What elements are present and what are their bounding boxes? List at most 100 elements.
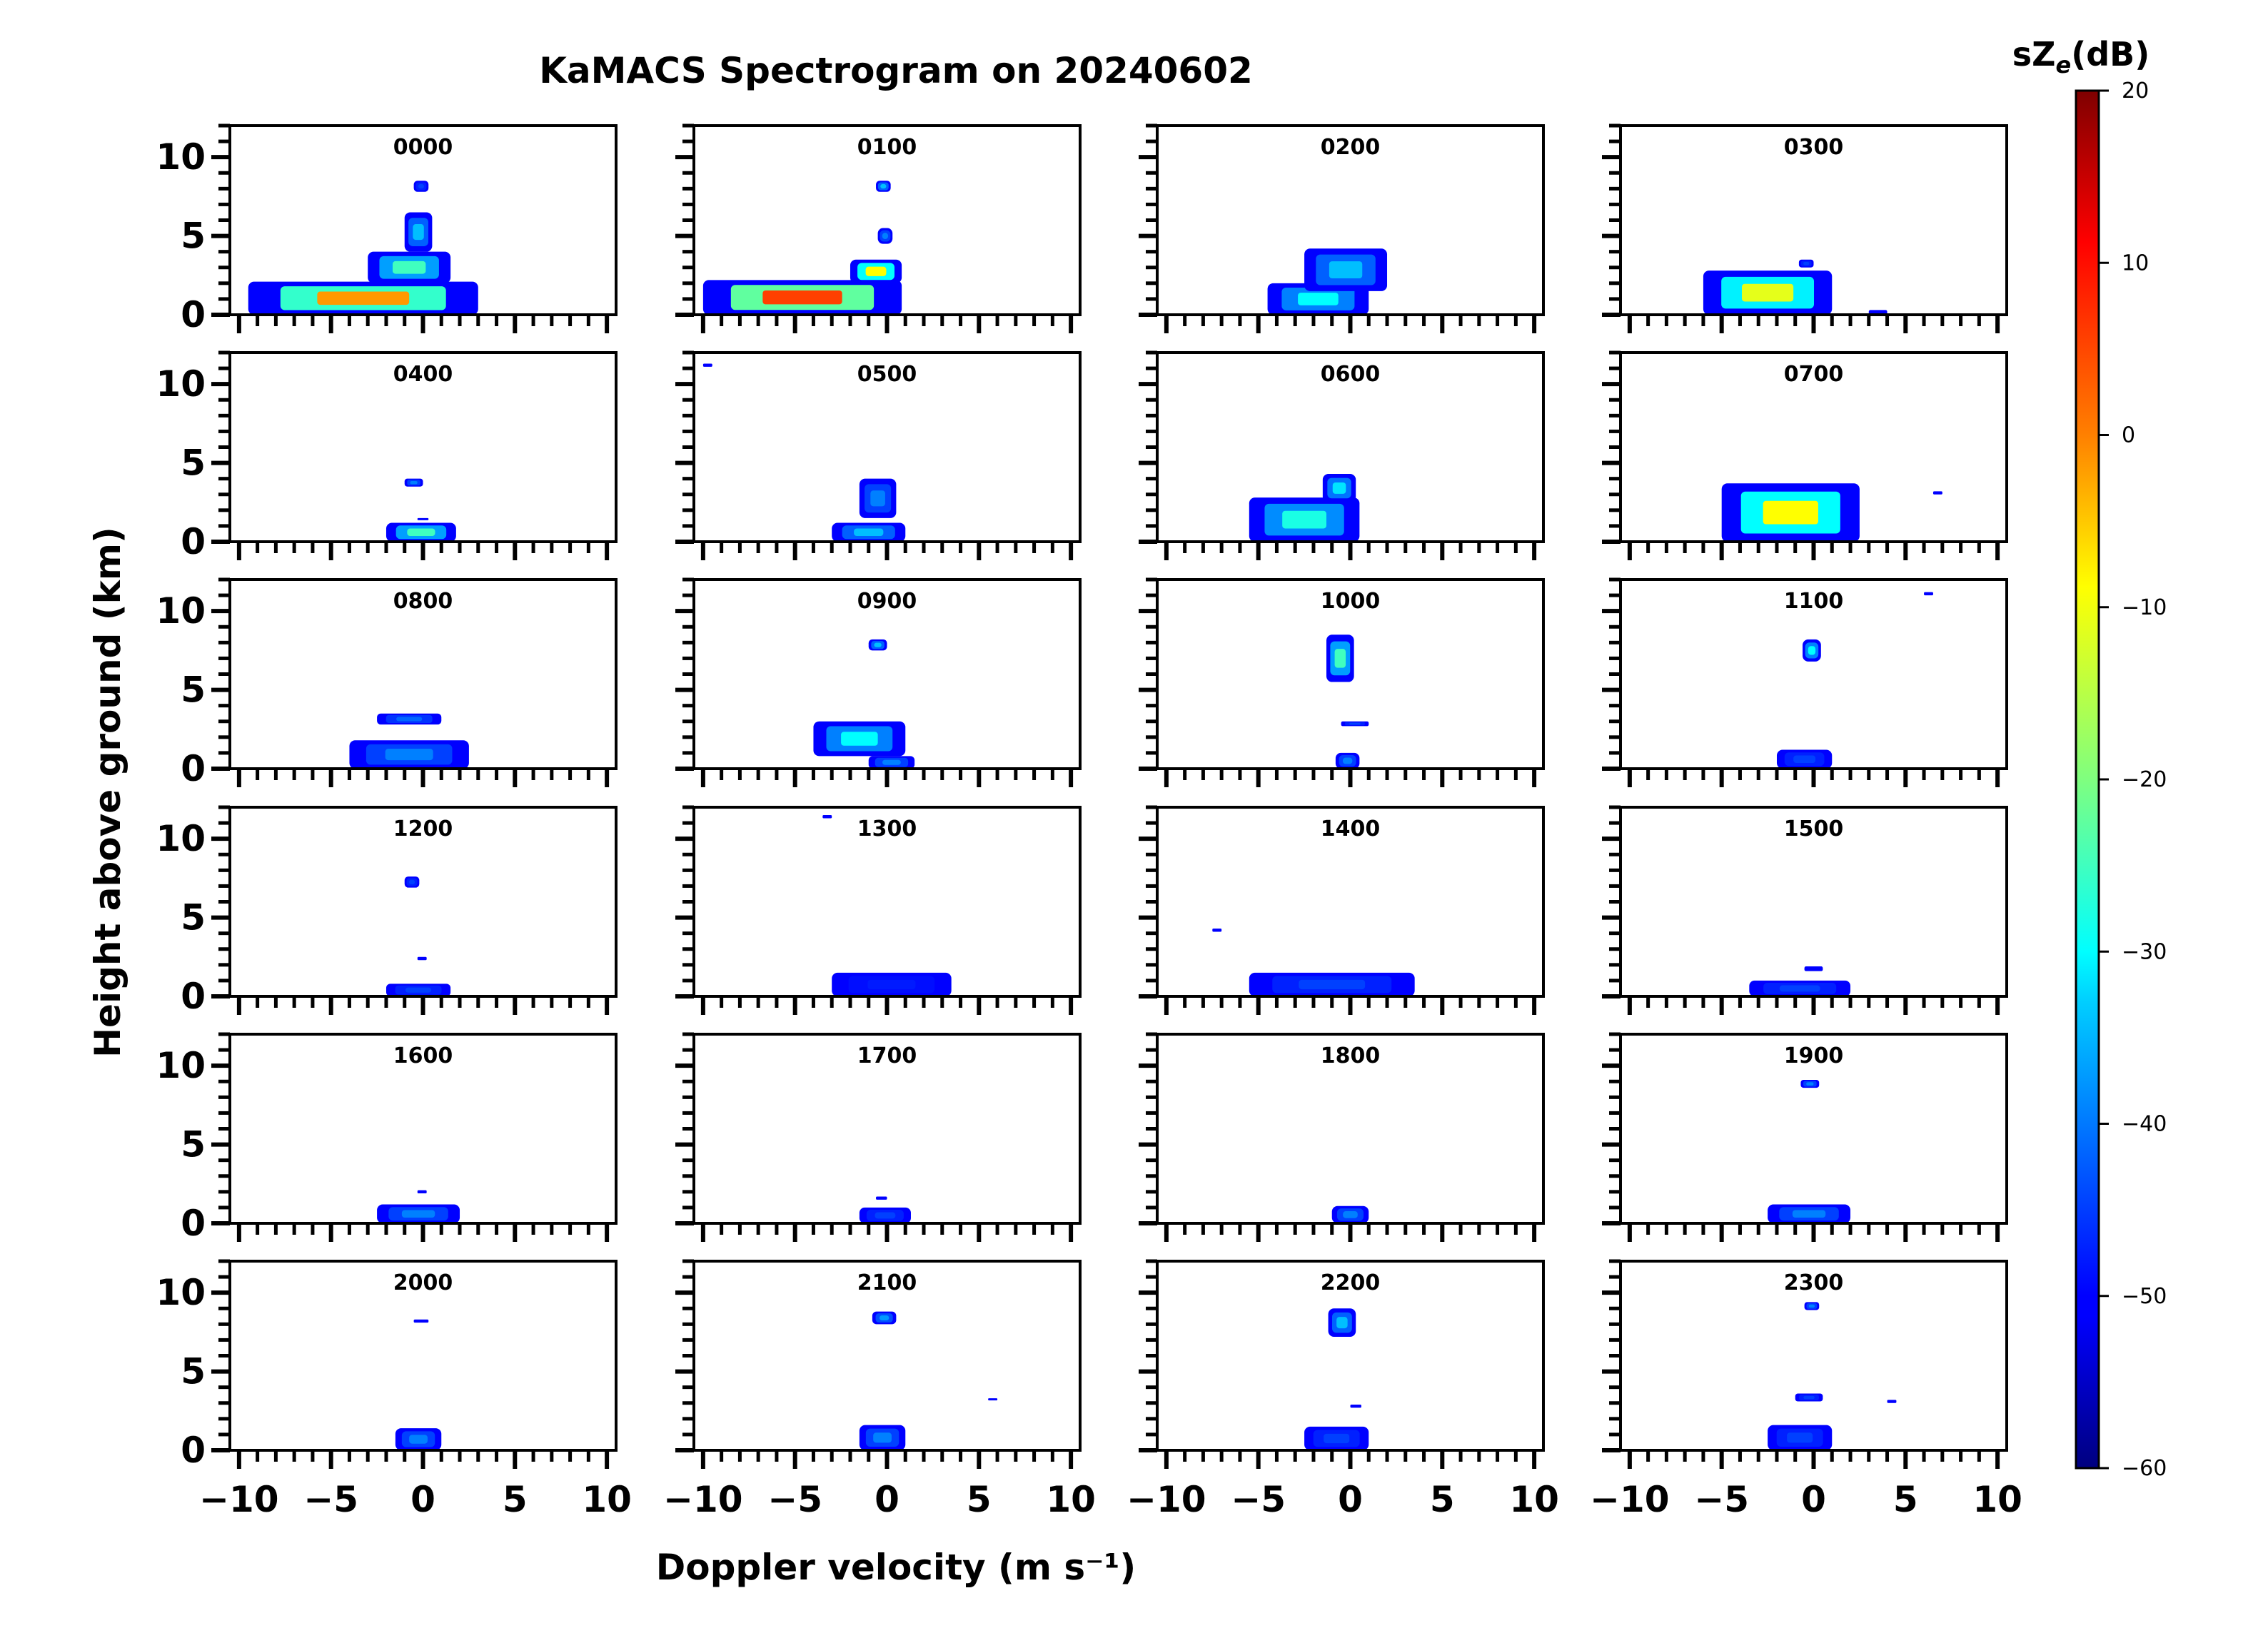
chart-title: KaMACS Spectrogram on 20240602 (539, 50, 1253, 91)
y-axis-label: Height above ground (km) (87, 527, 128, 1058)
panel-time-label: 0700 (1784, 362, 1844, 387)
panel-1300: 1300 (675, 805, 1082, 1015)
echo-0300-0-core (1742, 283, 1794, 302)
echo-0100-2-core (882, 233, 889, 239)
echo-1200-0-core (408, 879, 415, 884)
x-tick-label: 10 (1046, 1479, 1096, 1520)
panel-1000: 1000 (1139, 577, 1545, 787)
y-tick-label: 10 (156, 1272, 206, 1313)
panel-time-label: 1400 (1321, 816, 1381, 841)
panel-time-label: 2200 (1321, 1270, 1381, 1295)
colorbar-tick-label: −10 (2122, 595, 2167, 620)
y-tick-label: 5 (181, 897, 206, 939)
echo-0100-0-core (762, 290, 842, 305)
x-tick-label: 10 (582, 1479, 632, 1520)
echo-0200-1-core (1329, 261, 1363, 278)
y-tick-label: 5 (181, 669, 206, 711)
echo-0800-1-core (396, 717, 423, 722)
panel-time-label: 1200 (393, 816, 453, 841)
echo-1300-0-core (867, 979, 916, 990)
panel-time-label: 2300 (1784, 1270, 1844, 1295)
echo-0900-1-core (882, 759, 901, 765)
echo-1900-1-core (1806, 1082, 1814, 1086)
panel-time-label: 1600 (393, 1043, 453, 1068)
colorbar-tick-label: −20 (2122, 767, 2167, 792)
colorbar: sZe(dB) 20 10 0 −10 −20 −30 −40 −50 −60 (2012, 35, 2167, 1481)
panel-1600: 1600 0 5 10 (156, 1032, 618, 1244)
echo-1400-1 (1212, 929, 1222, 932)
panel-time-label: 1700 (857, 1043, 917, 1068)
y-tick-label: 5 (181, 443, 206, 484)
echo-2300-3 (1887, 1400, 1897, 1403)
panel-time-label: 1100 (1784, 589, 1844, 614)
y-tick-label: 5 (181, 1124, 206, 1166)
y-tick-label: 0 (181, 521, 206, 562)
panel-2000: 2000 0 5 10 −10 −5 0 5 10 (156, 1259, 632, 1520)
echo-1800-0-core (1343, 1210, 1358, 1218)
x-tick-label: 5 (503, 1479, 528, 1520)
panel-1500: 1500 (1602, 805, 2008, 1015)
panel-0700: 0700 (1602, 350, 2008, 560)
echo-0400-2 (417, 517, 429, 520)
panel-0900: 0900 (675, 577, 1082, 787)
echo-1000-0-core (1334, 649, 1346, 668)
x-tick-label: 5 (967, 1479, 992, 1520)
colorbar-tick-label: −40 (2122, 1112, 2167, 1137)
x-tick-label: −10 (1127, 1479, 1206, 1520)
x-tick-label: 10 (1509, 1479, 1559, 1520)
echo-2300-0-core (1787, 1432, 1813, 1443)
echo-0500-1-core (870, 490, 885, 507)
echo-2100-2 (988, 1398, 998, 1401)
echo-1500-1-core (1810, 968, 1818, 970)
y-tick-label: 10 (156, 818, 206, 859)
echo-0300-1-core (1803, 262, 1810, 266)
echo-1700-0-core (875, 1212, 896, 1219)
echo-0700-0-core (1763, 500, 1818, 525)
colorbar-tick-label: −50 (2122, 1284, 2167, 1309)
echo-2300-1-core (1803, 1395, 1815, 1400)
panel-2200: 2200 −10 −5 0 5 10 (1127, 1259, 1559, 1520)
panel-0600: 0600 (1139, 350, 1545, 560)
x-axis-label: Doppler velocity (m s⁻¹) (656, 1547, 1136, 1588)
x-tick-label: 10 (1972, 1479, 2022, 1520)
echo-0100-3-core (880, 183, 887, 189)
y-tick-label: 0 (181, 1430, 206, 1471)
echo-1000-1-core (1349, 722, 1361, 725)
panel-time-label: 0400 (393, 362, 453, 387)
panel-time-label: 2100 (857, 1270, 917, 1295)
echo-0600-0-core (1282, 510, 1327, 529)
echo-0200-0-core (1298, 293, 1339, 305)
y-tick-label: 10 (156, 1045, 206, 1086)
echo-1900-0-core (1792, 1210, 1826, 1218)
colorbar-gradient (2075, 89, 2100, 1470)
echo-2000-0-core (409, 1435, 428, 1444)
echo-0000-0-core (317, 291, 410, 305)
x-tick-label: 5 (1893, 1479, 1918, 1520)
echo-0000-1-core (392, 261, 426, 274)
echo-1100-1-core (1793, 755, 1816, 764)
echo-1400-0-core (1299, 979, 1366, 990)
panel-1400: 1400 (1139, 805, 1545, 1015)
x-tick-label: −5 (1231, 1479, 1286, 1520)
echo-0600-1-core (1332, 482, 1346, 494)
y-tick-label: 0 (181, 294, 206, 335)
y-tick-label: 0 (181, 976, 206, 1017)
panel-time-label: 0300 (1784, 135, 1844, 160)
panel-0100: 0100 (675, 123, 1082, 333)
x-tick-label: 0 (1338, 1479, 1363, 1520)
x-tick-label: −10 (199, 1479, 278, 1520)
echo-0000-3-core (418, 183, 425, 189)
panel-1800: 1800 (1139, 1032, 1545, 1242)
echo-1200-1-core (405, 987, 432, 993)
echo-1600-0-core (401, 1210, 435, 1218)
echo-2100-1-core (879, 1315, 889, 1321)
echo-0800-0-core (385, 749, 433, 761)
x-tick-label: 0 (1801, 1479, 1826, 1520)
echo-0900-2-core (874, 642, 882, 647)
colorbar-tick-label: −60 (2122, 1456, 2167, 1481)
echo-1000-2-core (1342, 757, 1353, 764)
panel-time-label: 0000 (393, 135, 453, 160)
colorbar-tick-label: 10 (2122, 251, 2149, 275)
